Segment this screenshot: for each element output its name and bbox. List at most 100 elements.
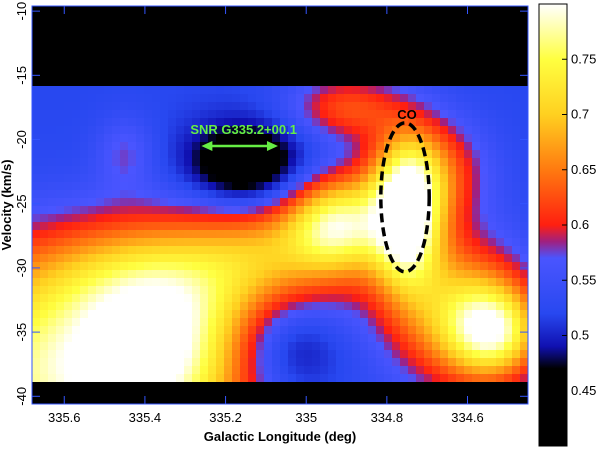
heatmap-cell: [120, 190, 129, 199]
snr-label: SNR G335.2+00.1: [190, 122, 297, 137]
heatmap-cell: [272, 326, 281, 335]
heatmap-cell: [416, 318, 425, 327]
heatmap-cell: [280, 278, 289, 287]
heatmap-cell: [520, 150, 529, 159]
heatmap-cell: [464, 398, 473, 405]
heatmap-cell: [168, 110, 177, 119]
heatmap-cell: [48, 206, 57, 215]
heatmap-cell: [80, 238, 89, 247]
heatmap-cell: [416, 238, 425, 247]
heatmap-cell: [424, 334, 433, 343]
heatmap-cell: [288, 78, 297, 87]
heatmap-cell: [352, 246, 361, 255]
heatmap-cell: [480, 398, 489, 405]
heatmap-cell: [144, 206, 153, 215]
heatmap-cell: [104, 262, 113, 271]
heatmap-cell: [336, 54, 345, 63]
heatmap-cell: [360, 254, 369, 263]
heatmap-cell: [432, 86, 441, 95]
heatmap-cell: [176, 246, 185, 255]
heatmap-cell: [432, 366, 441, 375]
heatmap-cell: [280, 86, 289, 95]
heatmap-cell: [440, 342, 449, 351]
heatmap-cell: [336, 342, 345, 351]
heatmap-cell: [208, 246, 217, 255]
heatmap-cell: [136, 86, 145, 95]
heatmap-cell: [352, 278, 361, 287]
heatmap-cell: [472, 382, 481, 391]
heatmap-cell: [120, 286, 129, 295]
heatmap-cell: [344, 190, 353, 199]
heatmap-cell: [280, 110, 289, 119]
heatmap-cell: [232, 262, 241, 271]
heatmap-cell: [392, 270, 401, 279]
heatmap-cell: [160, 222, 169, 231]
heatmap-cell: [488, 334, 497, 343]
heatmap-cell: [40, 382, 49, 391]
heatmap-cell: [256, 358, 265, 367]
heatmap-cell: [112, 246, 121, 255]
heatmap-cell: [144, 118, 153, 127]
heatmap-cell: [192, 46, 201, 55]
heatmap-cell: [88, 270, 97, 279]
heatmap-cell: [296, 86, 305, 95]
heatmap-cell: [384, 398, 393, 405]
heatmap-cell: [160, 14, 169, 23]
heatmap-cell: [304, 270, 313, 279]
heatmap-cell: [304, 14, 313, 23]
heatmap-cell: [136, 262, 145, 271]
heatmap-cell: [344, 182, 353, 191]
heatmap-cell: [472, 46, 481, 55]
heatmap-cell: [208, 238, 217, 247]
heatmap-cell: [280, 358, 289, 367]
heatmap-cell: [488, 206, 497, 215]
heatmap-cell: [272, 166, 281, 175]
heatmap-cell: [48, 326, 57, 335]
heatmap-cell: [400, 398, 409, 405]
heatmap-cell: [352, 142, 361, 151]
heatmap-cell: [200, 110, 209, 119]
heatmap-cell: [240, 310, 249, 319]
heatmap-cell: [120, 358, 129, 367]
heatmap-cell: [232, 70, 241, 79]
heatmap-cell: [416, 310, 425, 319]
heatmap-cell: [440, 110, 449, 119]
heatmap-cell: [144, 374, 153, 383]
heatmap-cell: [72, 286, 81, 295]
heatmap-cell: [152, 262, 161, 271]
heatmap-cell: [104, 118, 113, 127]
heatmap-cell: [264, 382, 273, 391]
heatmap-cell: [472, 262, 481, 271]
heatmap-cell: [488, 214, 497, 223]
heatmap-cell: [320, 14, 329, 23]
heatmap-cell: [360, 182, 369, 191]
heatmap-cell: [520, 62, 529, 71]
heatmap-cell: [480, 222, 489, 231]
heatmap-cell: [392, 142, 401, 151]
heatmap-cell: [264, 398, 273, 405]
heatmap-cell: [336, 366, 345, 375]
heatmap-cell: [264, 46, 273, 55]
heatmap-cell: [224, 70, 233, 79]
heatmap-cell: [240, 70, 249, 79]
heatmap-cell: [72, 142, 81, 151]
heatmap-cell: [336, 158, 345, 167]
heatmap-cell: [192, 110, 201, 119]
heatmap-cell: [224, 102, 233, 111]
heatmap-cell: [384, 182, 393, 191]
heatmap-cell: [400, 350, 409, 359]
heatmap-cell: [144, 334, 153, 343]
heatmap-cell: [296, 286, 305, 295]
heatmap-cell: [192, 126, 201, 135]
heatmap-cell: [72, 14, 81, 23]
heatmap-cell: [408, 86, 417, 95]
heatmap-cell: [432, 142, 441, 151]
heatmap-cell: [48, 238, 57, 247]
heatmap-cell: [96, 278, 105, 287]
heatmap-cell: [520, 54, 529, 63]
heatmap-cell: [384, 158, 393, 167]
heatmap-cell: [288, 278, 297, 287]
heatmap-cell: [480, 30, 489, 39]
heatmap-cell: [448, 246, 457, 255]
heatmap-cell: [80, 30, 89, 39]
